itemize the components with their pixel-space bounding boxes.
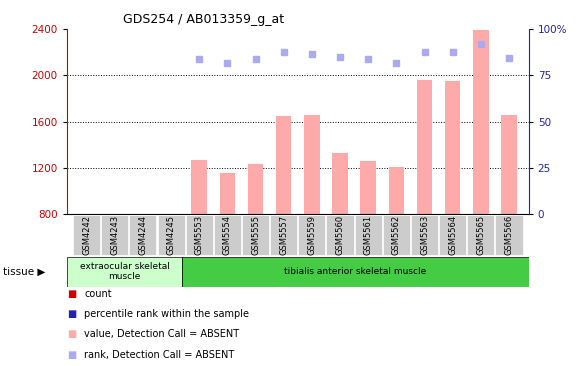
Bar xyxy=(332,153,348,214)
Text: GSM5565: GSM5565 xyxy=(476,215,485,255)
Bar xyxy=(276,116,292,214)
Text: rank, Detection Call = ABSENT: rank, Detection Call = ABSENT xyxy=(84,350,235,359)
Text: GSM5563: GSM5563 xyxy=(420,215,429,255)
Text: GSM5555: GSM5555 xyxy=(251,215,260,255)
Text: ■: ■ xyxy=(67,350,76,359)
FancyBboxPatch shape xyxy=(214,215,241,255)
Text: ■: ■ xyxy=(67,309,76,319)
Text: GSM5561: GSM5561 xyxy=(364,215,372,255)
Bar xyxy=(445,81,460,214)
Text: GSM5560: GSM5560 xyxy=(335,215,345,255)
FancyBboxPatch shape xyxy=(270,215,297,255)
FancyBboxPatch shape xyxy=(327,215,353,255)
Text: GSM4245: GSM4245 xyxy=(167,215,175,255)
Bar xyxy=(473,30,489,214)
Text: tibialis anterior skeletal muscle: tibialis anterior skeletal muscle xyxy=(284,267,426,276)
FancyBboxPatch shape xyxy=(467,215,494,255)
Text: extraocular skeletal
muscle: extraocular skeletal muscle xyxy=(80,262,170,281)
Text: GSM5557: GSM5557 xyxy=(279,215,288,255)
Bar xyxy=(501,115,517,214)
FancyBboxPatch shape xyxy=(186,215,213,255)
Text: GSM5562: GSM5562 xyxy=(392,215,401,255)
Text: ■: ■ xyxy=(67,289,76,299)
FancyBboxPatch shape xyxy=(496,215,522,255)
Bar xyxy=(248,164,263,214)
Bar xyxy=(360,161,376,214)
FancyBboxPatch shape xyxy=(101,215,128,255)
FancyBboxPatch shape xyxy=(411,215,438,255)
Text: GSM4243: GSM4243 xyxy=(110,215,119,255)
FancyBboxPatch shape xyxy=(67,257,182,287)
Text: count: count xyxy=(84,289,112,299)
Bar xyxy=(220,173,235,214)
Bar xyxy=(389,167,404,214)
Text: GSM5554: GSM5554 xyxy=(223,215,232,255)
FancyBboxPatch shape xyxy=(182,257,529,287)
Text: GDS254 / AB013359_g_at: GDS254 / AB013359_g_at xyxy=(123,13,284,26)
Text: tissue ▶: tissue ▶ xyxy=(3,267,45,277)
FancyBboxPatch shape xyxy=(383,215,410,255)
Text: ■: ■ xyxy=(67,329,76,339)
Bar xyxy=(417,80,432,214)
FancyBboxPatch shape xyxy=(298,215,325,255)
Text: GSM5566: GSM5566 xyxy=(504,215,514,255)
Text: percentile rank within the sample: percentile rank within the sample xyxy=(84,309,249,319)
FancyBboxPatch shape xyxy=(157,215,185,255)
Text: GSM5559: GSM5559 xyxy=(307,215,316,255)
Text: GSM4244: GSM4244 xyxy=(138,215,148,255)
Bar xyxy=(192,160,207,214)
Bar xyxy=(304,115,320,214)
Text: GSM5564: GSM5564 xyxy=(448,215,457,255)
Text: GSM4242: GSM4242 xyxy=(82,215,91,255)
Text: value, Detection Call = ABSENT: value, Detection Call = ABSENT xyxy=(84,329,239,339)
Text: GSM5553: GSM5553 xyxy=(195,215,204,255)
FancyBboxPatch shape xyxy=(242,215,269,255)
FancyBboxPatch shape xyxy=(130,215,156,255)
FancyBboxPatch shape xyxy=(73,215,100,255)
FancyBboxPatch shape xyxy=(439,215,466,255)
FancyBboxPatch shape xyxy=(354,215,382,255)
